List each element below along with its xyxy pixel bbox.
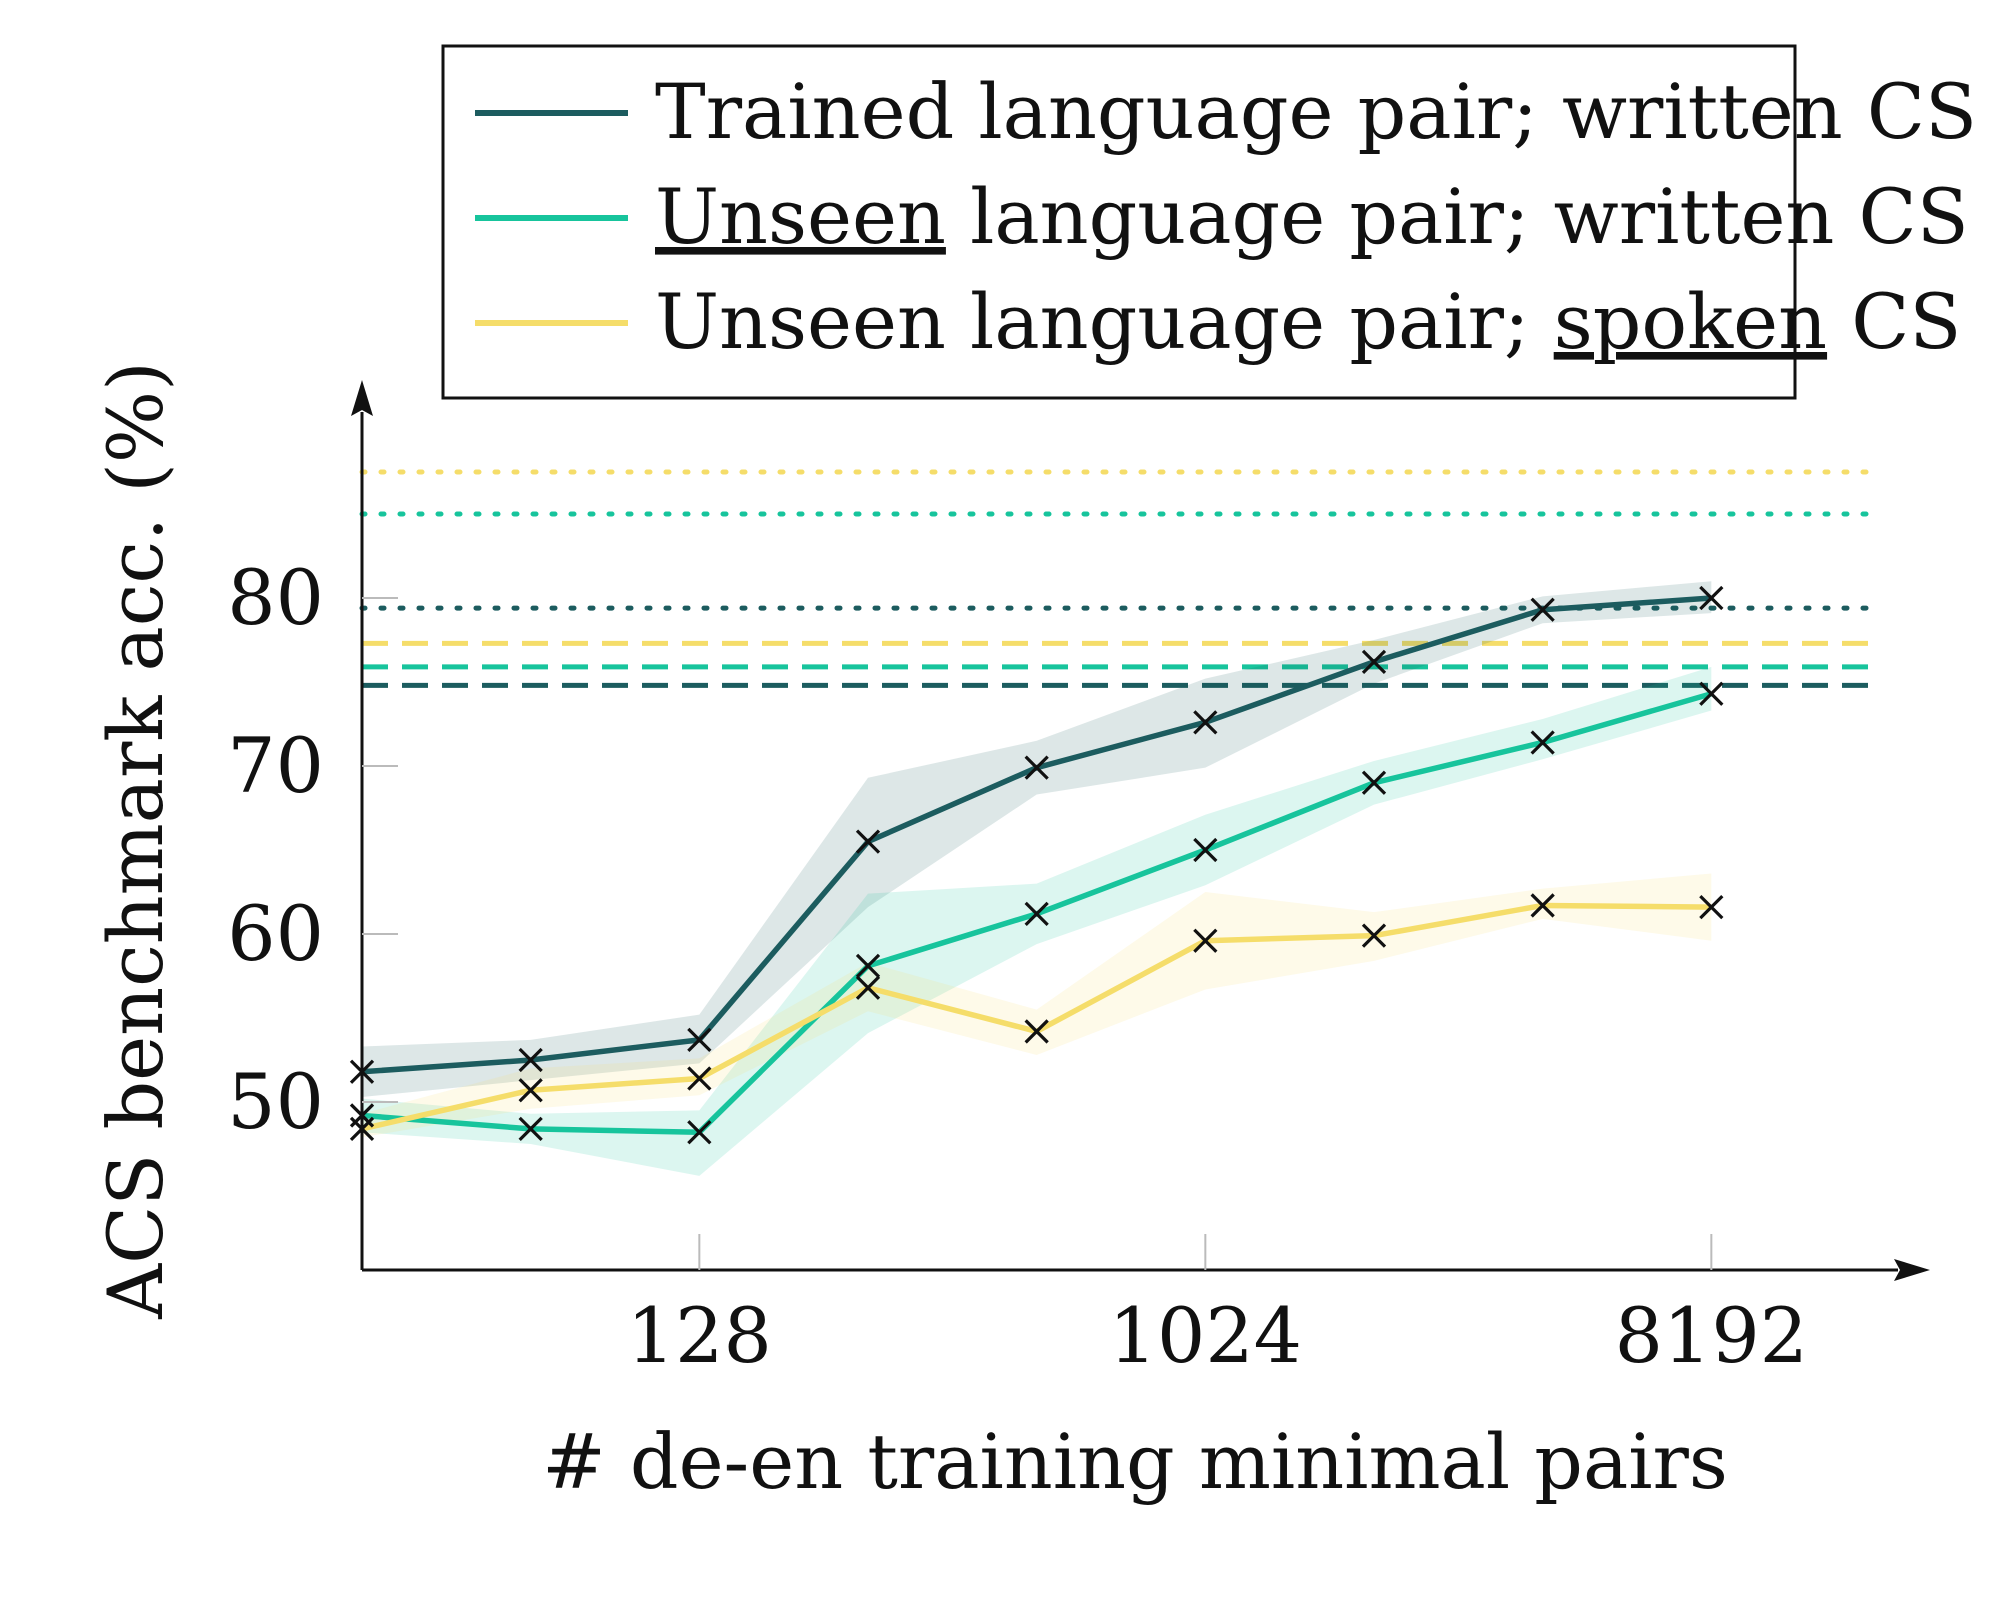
- data-point-2-2: [687, 1066, 712, 1091]
- data-point-1-5: [1193, 837, 1218, 863]
- data-point-0-6: [1361, 649, 1387, 674]
- data-point-2-3: [855, 975, 881, 1000]
- data-point-0-3: [855, 829, 881, 854]
- data-point-2-1: [518, 1078, 543, 1103]
- band-2: [362, 873, 1712, 1138]
- data-point-0-2: [687, 1027, 712, 1052]
- data-point-2-8: [1699, 894, 1724, 920]
- legend: Trained language pair; written CS Unseen …: [441, 44, 1977, 400]
- legend-box: [441, 44, 1797, 400]
- legend-label-2-part-1: spoken: [1554, 277, 1827, 366]
- y-tick-label-2: 70: [227, 721, 324, 810]
- data-point-0-5: [1193, 710, 1218, 735]
- confidence-bands: [362, 581, 1712, 1176]
- data-point-1-1: [518, 1116, 543, 1142]
- legend-label-0-part-0: Trained language pair; written CS: [655, 67, 1977, 156]
- data-markers: [349, 585, 1724, 1145]
- baseline-lines: [359, 469, 1883, 688]
- data-point-0-4: [1024, 755, 1049, 780]
- y-tick-label-3: 80: [227, 553, 324, 642]
- x-tick-label-1: 1024: [1109, 1291, 1302, 1380]
- y-axis-arrow: [351, 380, 373, 416]
- data-point-2-4: [1024, 1019, 1049, 1044]
- legend-label-2-part-0: Unseen language pair;: [655, 277, 1554, 366]
- x-tick-label-0: 128: [627, 1291, 772, 1380]
- x-tick-label-2: 8192: [1615, 1291, 1808, 1380]
- data-point-1-8: [1699, 681, 1724, 706]
- data-point-2-5: [1193, 928, 1218, 953]
- data-point-1-3: [855, 953, 881, 979]
- data-point-0-1: [518, 1047, 543, 1073]
- legend-label-1-part-1: language pair; written CS: [946, 172, 1969, 261]
- x-axis-arrow: [1894, 1259, 1930, 1281]
- band-1: [362, 666, 1712, 1176]
- data-point-1-4: [1024, 901, 1049, 926]
- band-0: [362, 581, 1712, 1097]
- data-point-1-6: [1361, 770, 1387, 795]
- y-axis-label: ACS benchmark acc. (%): [91, 361, 180, 1320]
- data-point-1-7: [1530, 730, 1555, 755]
- axes: [351, 380, 1930, 1281]
- legend-label-2: Unseen language pair; spoken CS: [655, 277, 1961, 366]
- legend-label-0: Trained language pair; written CS: [655, 67, 1977, 156]
- data-point-0-8: [1699, 585, 1724, 611]
- legend-label-2-part-2: CS: [1827, 277, 1961, 366]
- data-point-2-6: [1361, 923, 1387, 948]
- data-point-2-7: [1530, 893, 1555, 918]
- y-tick-label-0: 50: [227, 1057, 324, 1146]
- data-point-0-7: [1530, 597, 1555, 622]
- axis-ticks: 128 1024 8192 50 60 70 80: [227, 553, 1808, 1380]
- data-point-1-2: [687, 1120, 712, 1145]
- legend-label-1: Unseen language pair; written CS: [655, 172, 1969, 261]
- legend-label-1-part-0: Unseen: [655, 172, 946, 261]
- x-axis-label: # de-en training minimal pairs: [542, 1417, 1728, 1506]
- y-tick-label-1: 60: [227, 889, 324, 978]
